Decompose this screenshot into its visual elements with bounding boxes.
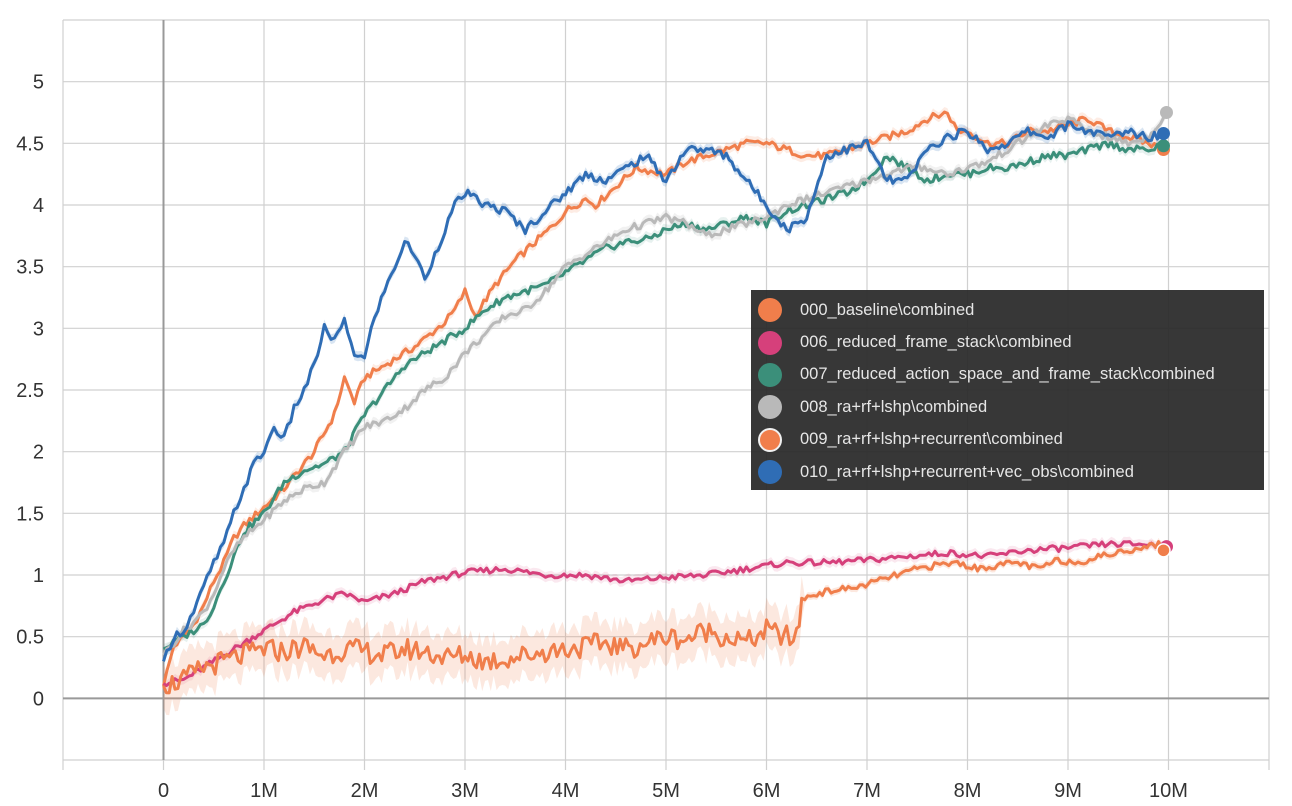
y-tick-label: 0 (33, 688, 44, 710)
legend-label: 008_ra+rf+lshp\combined (800, 397, 988, 416)
legend-label: 010_ra+rf+lshp+recurrent+vec_obs\combine… (800, 462, 1134, 481)
y-tick-label: 5 (33, 72, 44, 94)
series-end-marker (1159, 106, 1173, 119)
series-end-marker (1156, 543, 1171, 558)
legend-item[interactable]: 006_reduced_frame_stack\combined (751, 326, 1264, 358)
series-line (162, 540, 1165, 695)
legend-swatch (758, 460, 782, 485)
x-tick-label: 7M (853, 780, 881, 802)
y-tick-label: 1.5 (16, 503, 44, 525)
legend-swatch (758, 330, 782, 355)
x-axis-tick-labels: 0 1M 2M 3M 4M 5M 6M 7M 8M 9M 10M (158, 780, 1188, 802)
series-band (163, 536, 1167, 691)
legend-label: 000_baseline\combined (800, 300, 975, 319)
zero-axis-lines (63, 20, 1269, 760)
y-tick-label: 1 (33, 565, 44, 587)
x-tick-label: 9M (1054, 780, 1082, 802)
series-line (162, 111, 1168, 656)
legend-item[interactable]: 008_ra+rf+lshp\combined (751, 391, 1264, 423)
x-tick-label: 1M (250, 780, 278, 802)
series-line (162, 540, 1168, 688)
x-tick-label: 0 (158, 780, 169, 802)
x-tick-label: 8M (954, 780, 982, 802)
x-tick-label: 2M (351, 780, 379, 802)
legend-swatch (758, 298, 782, 323)
x-tick-label: 10M (1149, 780, 1188, 802)
series-end-marker (1156, 126, 1170, 140)
legend-item[interactable]: 010_ra+rf+lshp+recurrent+vec_obs\combine… (751, 456, 1264, 488)
y-tick-label: 3 (33, 318, 44, 340)
y-tick-label: 4 (33, 195, 44, 217)
x-tick-label: 3M (451, 780, 479, 802)
series-band (163, 537, 1164, 716)
y-tick-label: 4.5 (16, 133, 44, 155)
x-tick-label: 5M (652, 780, 680, 802)
y-tick-label: 3.5 (16, 257, 44, 279)
series-end-marker (1156, 139, 1170, 153)
series-line (162, 139, 1165, 651)
legend-swatch (758, 427, 782, 452)
legend-swatch (758, 395, 782, 420)
series-lines (162, 110, 1168, 695)
y-tick-label: 0.5 (16, 627, 44, 649)
legend-item[interactable]: 000_baseline\combined (751, 294, 1264, 326)
series-band (163, 107, 1167, 661)
y-tick-label: 2.5 (16, 380, 44, 402)
legend-item[interactable]: 009_ra+rf+lshp+recurrent\combined (751, 424, 1264, 456)
x-tick-label: 6M (753, 780, 781, 802)
legend-label: 007_reduced_action_space_and_frame_stack… (800, 365, 1215, 384)
y-axis-tick-labels: 0 0.5 1 1.5 2 2.5 3 3.5 4 4.5 5 (16, 72, 44, 711)
legend-swatch (758, 362, 782, 387)
series-line (162, 120, 1164, 662)
x-tick-label: 4M (552, 780, 580, 802)
legend-label: 006_reduced_frame_stack\combined (800, 333, 1072, 352)
legend-label: 009_ra+rf+lshp+recurrent\combined (800, 430, 1063, 449)
y-tick-label: 2 (33, 442, 44, 464)
legend: 000_baseline\combined 006_reduced_frame_s… (751, 290, 1264, 490)
legend-item[interactable]: 007_reduced_action_space_and_frame_stack… (751, 359, 1264, 391)
series-end-markers (1156, 106, 1173, 558)
